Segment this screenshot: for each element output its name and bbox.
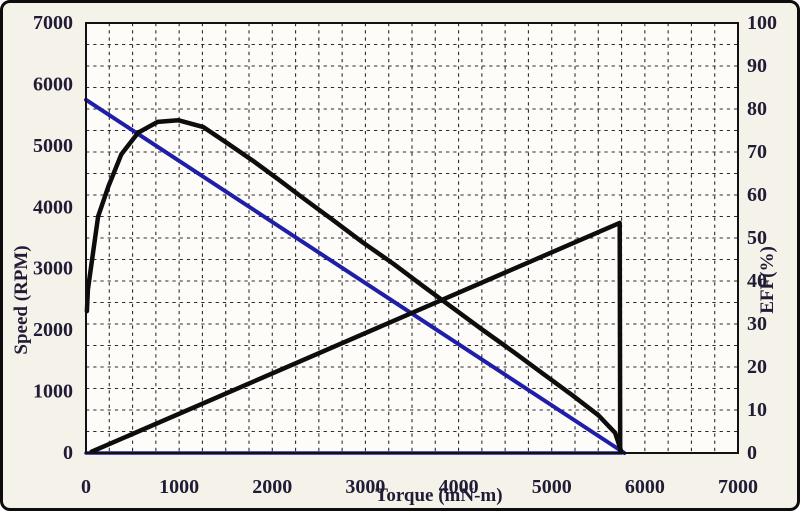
y-right-tick-label: 60 xyxy=(747,184,767,206)
y-right-tick-label: 50 xyxy=(747,227,767,249)
y-left-tick-label: 1000 xyxy=(33,381,73,403)
y-right-tick-label: 10 xyxy=(747,399,767,421)
motor-performance-chart: 0 1000 2000 3000 4000 5000 6000 7000 0100020003… xyxy=(11,12,778,506)
x-tick-label: 7000 xyxy=(718,476,758,498)
y-left-tick-label: 5000 xyxy=(33,135,73,157)
y-right-tick-label: 100 xyxy=(747,12,777,34)
series-speed-torque-line xyxy=(84,97,627,455)
series-current-power-line xyxy=(89,220,623,454)
y-left-tick-label: 7000 xyxy=(33,12,73,34)
y-left-tick-label: 2000 xyxy=(33,319,73,341)
x-tick-label: 2000 xyxy=(252,476,292,498)
y-right-tick-label: 20 xyxy=(747,356,767,378)
x-tick-label: 5000 xyxy=(532,476,572,498)
y-left-tick-label: 3000 xyxy=(33,258,73,280)
y-left-tick-labels: 0 1000 2000 3000 4000 5000 6000 7000 xyxy=(33,12,73,464)
y-right-tick-labels: 0 10 20 30 40 50 60 70 80 90 100 xyxy=(747,12,777,464)
x-tick-label: 3000 xyxy=(345,476,385,498)
y-left-tick-label: 4000 xyxy=(33,196,73,218)
series-efficiency-curve xyxy=(84,117,624,454)
y-right-tick-label: 0 xyxy=(747,442,757,464)
y-right-axis-title: EFF(%) xyxy=(757,246,778,314)
grid xyxy=(86,23,738,453)
y-left-axis-title: Speed (RPM) xyxy=(11,245,32,354)
plot-border xyxy=(85,22,739,454)
y-right-tick-label: 70 xyxy=(747,141,767,163)
y-left-tick-label: 0 xyxy=(63,442,73,464)
y-right-tick-label: 80 xyxy=(747,98,767,120)
x-axis-title: Torque (mN-m) xyxy=(375,485,502,506)
y-right-tick-label: 90 xyxy=(747,55,767,77)
x-tick-label: 1000 xyxy=(159,476,199,498)
x-tick-labels: 0 1000 2000 3000 4000 5000 6000 7000 xyxy=(81,476,758,498)
x-tick-label: 4000 xyxy=(439,476,479,498)
y-left-tick-label: 6000 xyxy=(33,73,73,95)
y-right-tick-label: 40 xyxy=(747,270,767,292)
x-tick-label: 6000 xyxy=(625,476,665,498)
y-right-tick-label: 30 xyxy=(747,313,767,335)
x-tick-label: 0 xyxy=(81,476,91,498)
